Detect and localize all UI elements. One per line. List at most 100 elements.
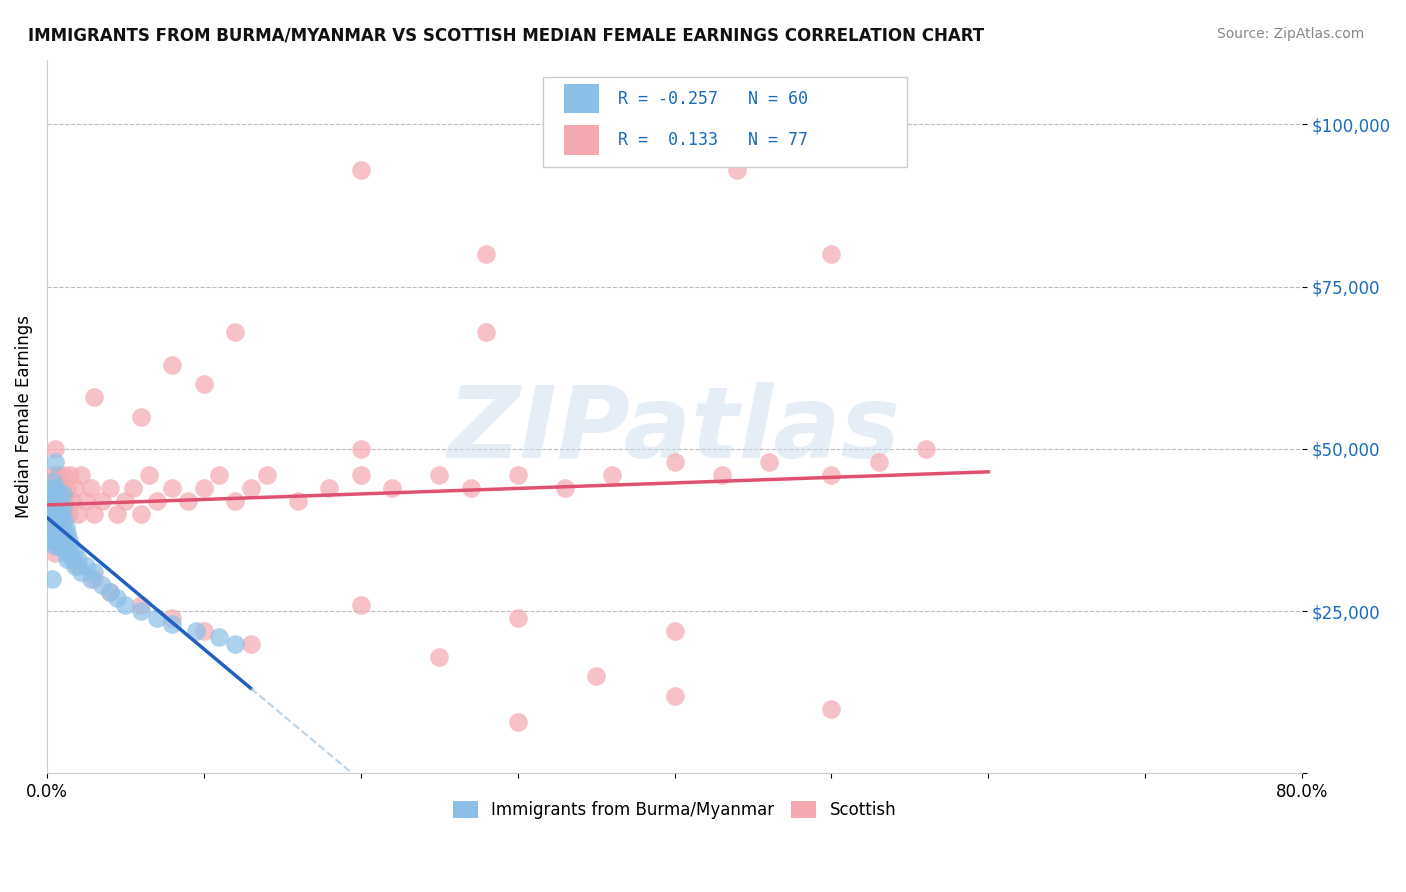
Point [554, 481, 576, 495]
Point [49, 507, 72, 521]
Point [725, 162, 748, 177]
Point [107, 591, 129, 606]
Point [42, 475, 65, 489]
Point [585, 669, 607, 683]
Point [55, 546, 77, 560]
Bar [564, 84, 599, 113]
Point [46, 487, 69, 501]
Point [208, 467, 231, 482]
Point [224, 637, 246, 651]
Point [63, 481, 86, 495]
Bar [564, 125, 599, 154]
Point [664, 689, 686, 703]
Point [83, 390, 105, 404]
Point [63, 558, 86, 573]
Point [287, 494, 309, 508]
Text: IMMIGRANTS FROM BURMA/MYANMAR VS SCOTTISH MEDIAN FEMALE EARNINGS CORRELATION CHA: IMMIGRANTS FROM BURMA/MYANMAR VS SCOTTIS… [28, 27, 984, 45]
Point [41, 487, 63, 501]
Point [53, 513, 76, 527]
Point [62, 546, 84, 560]
Point [44, 546, 66, 560]
Point [46, 526, 69, 541]
Point [138, 467, 160, 482]
Point [41, 520, 63, 534]
Point [42, 520, 65, 534]
Point [114, 494, 136, 508]
Point [55, 520, 77, 534]
Point [80, 572, 103, 586]
Text: Source: ZipAtlas.com: Source: ZipAtlas.com [1216, 27, 1364, 41]
Point [664, 624, 686, 638]
Point [162, 481, 184, 495]
Point [129, 598, 152, 612]
Point [820, 247, 842, 261]
Point [98, 481, 121, 495]
Point [506, 467, 529, 482]
Point [55, 494, 77, 508]
Point [107, 507, 129, 521]
Point [44, 494, 66, 508]
Point [37, 507, 59, 521]
Point [350, 162, 373, 177]
Point [427, 649, 450, 664]
Point [41, 507, 63, 521]
Point [48, 520, 70, 534]
Point [41, 481, 63, 495]
Point [83, 507, 105, 521]
Point [162, 610, 184, 624]
Point [350, 598, 373, 612]
Point [44, 513, 66, 527]
Point [820, 467, 842, 482]
Point [475, 325, 498, 339]
Point [48, 539, 70, 553]
Point [83, 566, 105, 580]
Point [460, 481, 482, 495]
Point [162, 617, 184, 632]
Point [39, 481, 62, 495]
Point [58, 507, 80, 521]
Point [44, 455, 66, 469]
Point [39, 494, 62, 508]
Legend: Immigrants from Burma/Myanmar, Scottish: Immigrants from Burma/Myanmar, Scottish [446, 794, 903, 826]
Point [239, 637, 262, 651]
Point [46, 520, 69, 534]
Point [56, 552, 79, 566]
Point [75, 494, 97, 508]
Point [59, 467, 82, 482]
Point [39, 520, 62, 534]
Point [44, 494, 66, 508]
Point [506, 714, 529, 729]
Point [475, 247, 498, 261]
Point [145, 494, 167, 508]
Point [45, 507, 67, 521]
Point [41, 533, 63, 547]
Point [129, 507, 152, 521]
Point [37, 533, 59, 547]
Point [162, 358, 184, 372]
Point [193, 481, 215, 495]
Point [914, 442, 936, 456]
Point [239, 481, 262, 495]
Point [41, 507, 63, 521]
Point [224, 325, 246, 339]
Point [49, 533, 72, 547]
Point [114, 598, 136, 612]
Point [44, 539, 66, 553]
Point [53, 539, 76, 553]
Point [129, 409, 152, 424]
Point [45, 520, 67, 534]
Point [506, 610, 529, 624]
Point [58, 533, 80, 547]
Point [129, 604, 152, 618]
Point [758, 455, 780, 469]
Point [39, 494, 62, 508]
Point [53, 467, 76, 482]
Point [427, 467, 450, 482]
Point [44, 442, 66, 456]
Point [664, 455, 686, 469]
Point [41, 572, 63, 586]
Point [820, 701, 842, 715]
Point [49, 481, 72, 495]
Point [37, 520, 59, 534]
Point [45, 507, 67, 521]
